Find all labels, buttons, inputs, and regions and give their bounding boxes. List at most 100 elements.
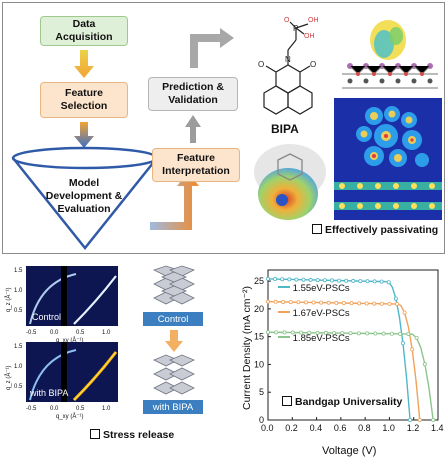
data-point	[265, 299, 270, 304]
feature-selection-label: Feature Selection	[60, 87, 108, 112]
data-point	[417, 417, 422, 422]
data-point	[307, 330, 312, 335]
data-point	[281, 299, 286, 304]
hydroxyl-label-2: OH	[304, 33, 315, 40]
arrow-down-icon	[74, 122, 94, 148]
model-development-box: Model Development & Evaluation	[38, 175, 130, 217]
oxygen-right-label: O	[310, 60, 316, 69]
data-point	[431, 417, 436, 422]
data-point	[387, 301, 392, 306]
y-tick-label: 25	[254, 276, 264, 286]
y-tick-1: 0.5	[14, 308, 23, 314]
bandgap-caption: Bandgap Universality	[282, 396, 402, 408]
data-point	[356, 331, 361, 336]
y-axis-label: q_z (Å⁻¹)	[5, 365, 12, 390]
data-point	[287, 277, 292, 282]
legend-item: 1.85eV-PSCs	[278, 333, 350, 344]
data-point	[299, 330, 304, 335]
data-point	[274, 330, 279, 335]
y-tick-label: 0	[259, 415, 264, 425]
data-point	[406, 331, 411, 336]
x-tick-7: 0.5	[76, 406, 85, 412]
data-point	[379, 279, 384, 284]
data-point	[348, 331, 353, 336]
y-tick-2: 1.0	[14, 288, 23, 294]
stress-caption-text: Stress release	[103, 429, 175, 441]
legend-label: 1.67eV-PSCs	[292, 308, 350, 319]
model-development-label: Model Development & Evaluation	[45, 176, 123, 215]
data-point	[326, 300, 331, 305]
data-point	[332, 331, 337, 336]
checkbox-square-icon	[282, 396, 292, 406]
data-point	[410, 347, 415, 352]
x-tick-label: 1.0	[382, 423, 395, 433]
data-point	[280, 277, 285, 282]
legend-marker-icon	[278, 286, 290, 288]
structure-control-tag: Control	[143, 312, 203, 326]
data-point	[344, 278, 349, 283]
phosphorus-label: P	[293, 24, 298, 33]
bipa-molecule-icon: O O N P O OH OH	[258, 17, 319, 115]
data-point	[408, 417, 413, 422]
data-point	[395, 302, 400, 307]
x-tick-label: 0.4	[310, 423, 323, 433]
y-axis-label: q_z (Å⁻¹)	[5, 287, 12, 312]
data-point	[357, 301, 362, 306]
bandgap-caption-text: Bandgap Universality	[295, 396, 403, 408]
data-acquisition-label: Data Acquisition	[55, 18, 113, 43]
data-point	[364, 301, 369, 306]
arrow-down-icon	[74, 50, 94, 78]
plot-frame	[267, 269, 439, 421]
feature-interpretation-label: Feature Interpretation	[162, 152, 230, 177]
data-point	[273, 299, 278, 304]
giwaxs-plots: -0.5 0.0 0.5 1.0 -0.5 0.0 0.5 1.0 0.5 1.…	[5, 266, 118, 420]
y-tick-6: 1.5	[14, 344, 23, 350]
x-tick-label: 0.6	[334, 423, 347, 433]
hydroxyl-label-1: OH	[308, 17, 319, 24]
data-point	[290, 330, 295, 335]
y-tick-label: 10	[254, 359, 264, 369]
x-tick-2: 0.0	[50, 330, 59, 336]
x-tick-6: 0.0	[50, 406, 59, 412]
checkbox-square-icon	[312, 224, 322, 234]
data-point	[322, 278, 327, 283]
data-point	[389, 331, 394, 336]
checkbox-square-icon	[90, 429, 100, 439]
bipa-lattice-icon	[153, 354, 195, 395]
x-axis-label: q_xy (Å⁻¹)	[56, 413, 84, 420]
feature-interpretation-box: Feature Interpretation	[152, 148, 240, 182]
y-tick-label: 5	[259, 387, 264, 397]
electrostatic-potential-icon	[254, 144, 326, 220]
data-point	[282, 330, 287, 335]
y-tick-4: 0.5	[14, 384, 23, 390]
x-axis-label: q_xy (Å⁻¹)	[56, 337, 84, 344]
prediction-validation-label: Prediction & Validation	[162, 81, 224, 106]
data-point	[393, 296, 398, 301]
data-point	[315, 330, 320, 335]
structure-bipa-tag: with BIPA	[143, 400, 203, 414]
data-point	[402, 310, 407, 315]
legend-item: 1.55eV-PSCs	[278, 283, 350, 294]
data-point	[365, 279, 370, 284]
x-tick-label: 0.2	[285, 423, 298, 433]
data-point	[265, 330, 270, 335]
data-point	[308, 277, 313, 282]
arrow-right-up-icon	[150, 172, 199, 230]
data-point	[349, 301, 354, 306]
control-lattice-icon	[152, 265, 196, 305]
x-tick-label: 0.0	[261, 423, 274, 433]
bipa-label: BIPA	[271, 122, 299, 136]
data-point	[341, 301, 346, 306]
prediction-validation-box: Prediction & Validation	[148, 77, 238, 111]
data-point	[288, 300, 293, 305]
x-tick-label: 0.8	[358, 423, 371, 433]
structure-bipa-label: with BIPA	[152, 401, 194, 413]
data-point	[340, 331, 345, 336]
y-axis-title: Current Density (mA cm⁻²)	[241, 286, 253, 410]
surface-structure-icon	[342, 20, 438, 89]
data-point	[311, 300, 316, 305]
x-tick-label: 1.4	[431, 423, 444, 433]
charge-density-map	[334, 98, 442, 220]
structure-control-label: Control	[157, 313, 189, 325]
y-tick-label: 15	[254, 332, 264, 342]
